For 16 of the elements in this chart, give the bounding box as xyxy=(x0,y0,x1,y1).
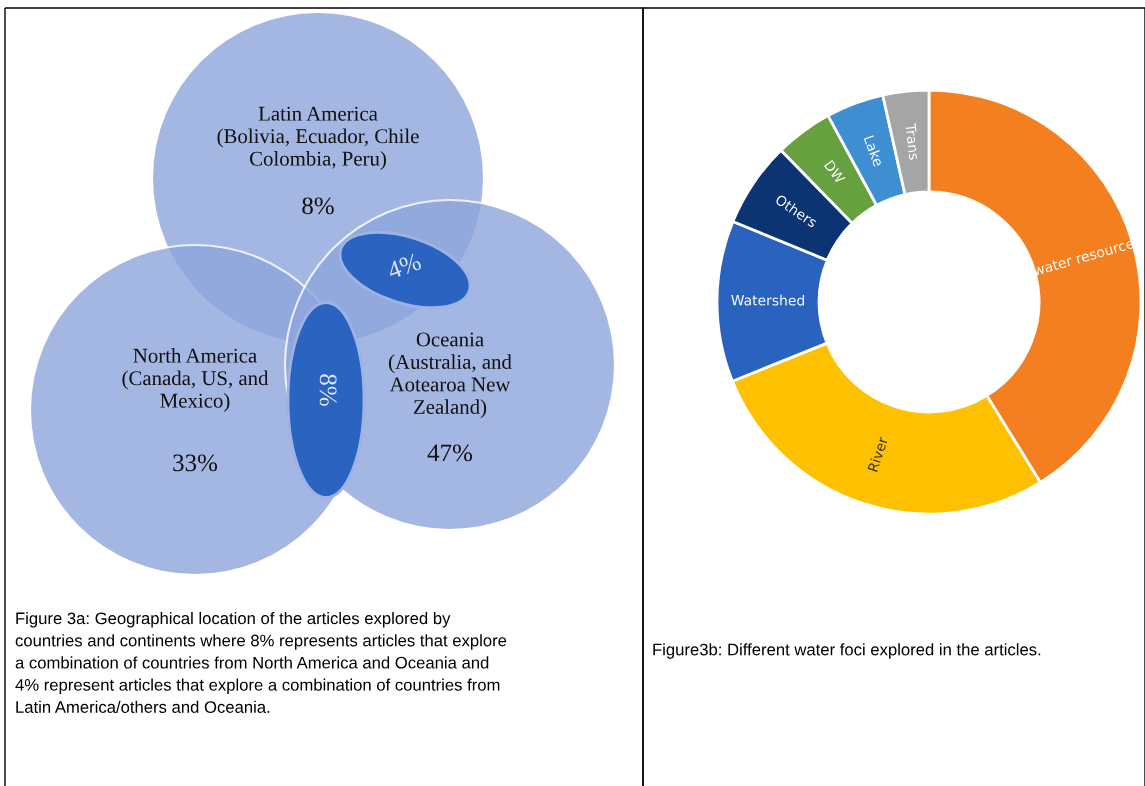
slice-label: Trans xyxy=(905,123,920,160)
text: 8% xyxy=(319,374,337,406)
category-label: North America (Canada, US, and Mexico) xyxy=(122,348,269,412)
text: 4% xyxy=(386,252,423,280)
caption: Figure 3a: Geographical location of the articles explored by countries and continents where 8% represents articles that explore a combination of countries from North America and Oceania and 4% represent articles that explore a combination of countries from Latin America/others and Oceania. xyxy=(15,612,507,713)
category-label: Oceania (Australia, and Aotearoa New Zealand) xyxy=(389,332,512,419)
slice-label: water resource xyxy=(1032,238,1135,276)
slice-label: River xyxy=(867,435,889,473)
caption: Figure3b: Different water foci explored in the articles. xyxy=(653,643,1041,659)
slice-label: Lake xyxy=(863,134,885,168)
slice-label: DW xyxy=(824,159,846,185)
text: 8% xyxy=(302,197,334,215)
text: 47% xyxy=(427,444,473,462)
slice-label: Watershed xyxy=(731,294,804,306)
category-label: Latin America (Bolivia, Ecuador, Chile Colombia, Peru) xyxy=(217,106,419,170)
text: 33% xyxy=(173,454,218,472)
